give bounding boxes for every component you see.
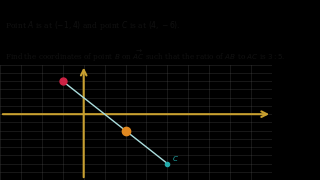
Text: Find the coordinates of point $B$ on $\overrightarrow{AC}$ such that the ratio o: Find the coordinates of point $B$ on $\o… — [5, 49, 286, 64]
Text: Point $A$ is at $(-1, 4)$ and point $C$ is at $(4, -6)$.: Point $A$ is at $(-1, 4)$ and point $C$ … — [5, 19, 181, 32]
Text: $C$: $C$ — [172, 154, 179, 163]
